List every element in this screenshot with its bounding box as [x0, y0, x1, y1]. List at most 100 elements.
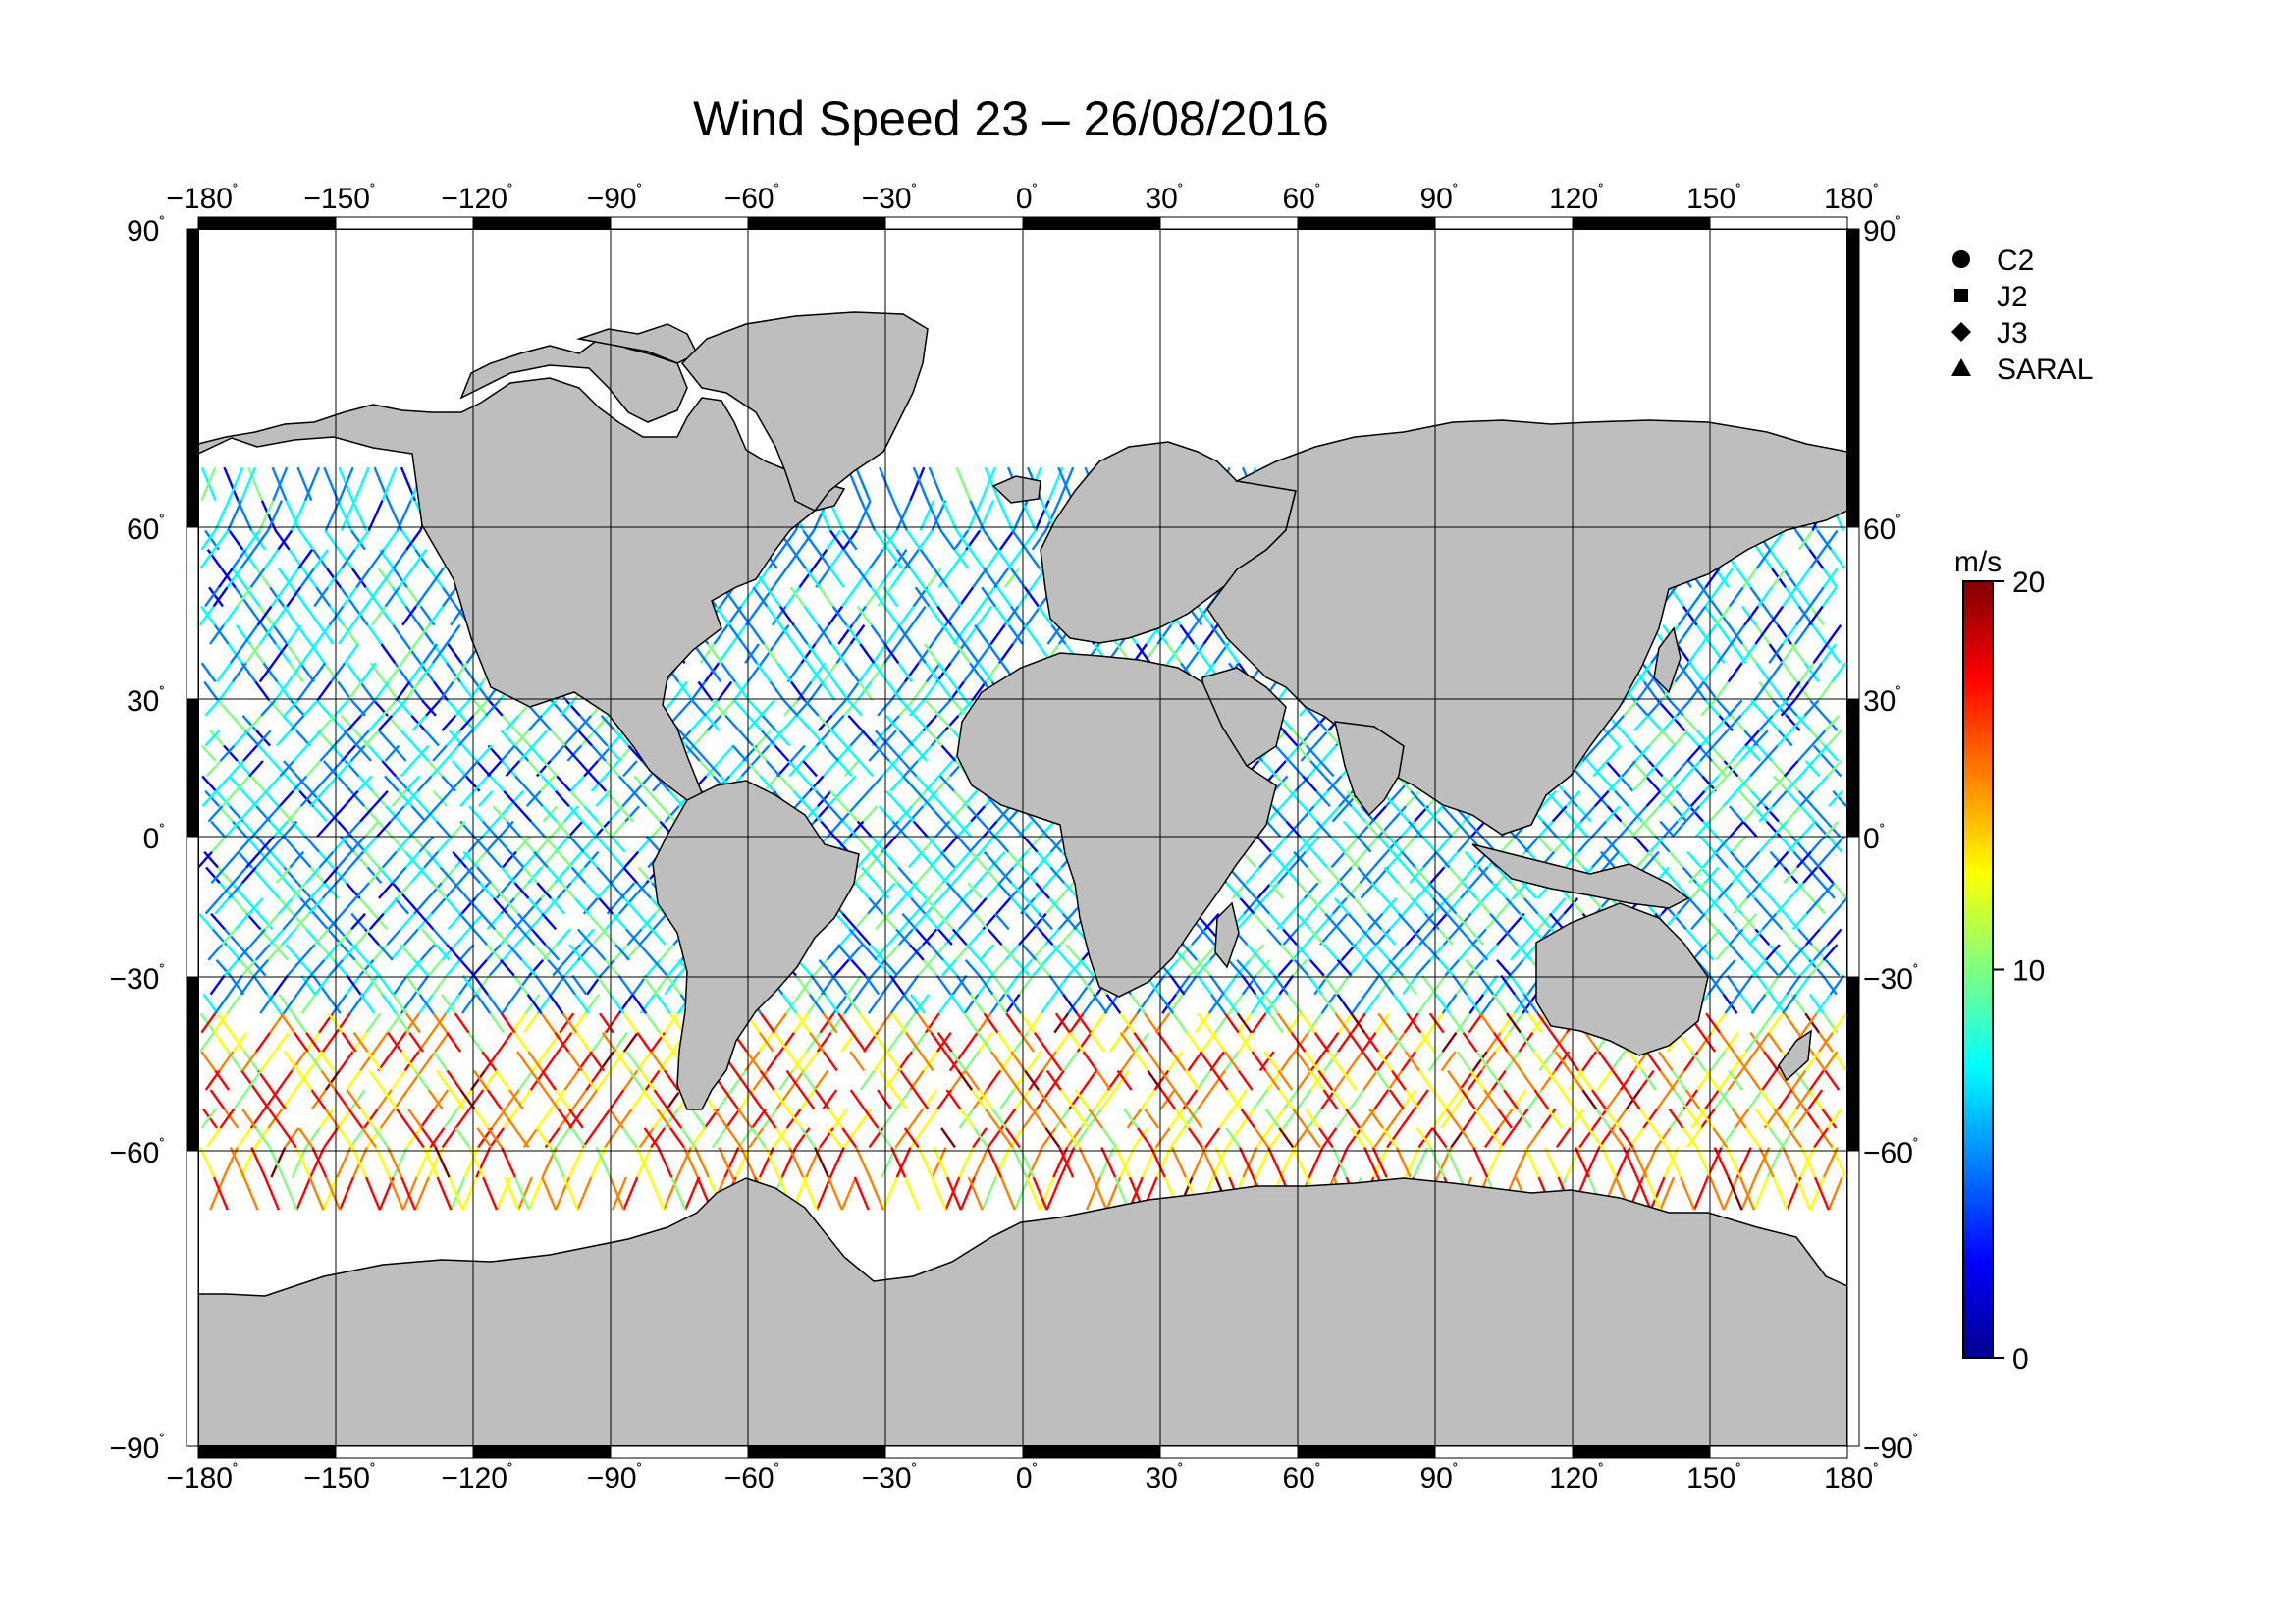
track-segment	[784, 586, 801, 608]
track-segment	[295, 850, 312, 869]
track-segment	[1503, 928, 1519, 946]
track-segment	[1297, 882, 1313, 899]
track-segment	[1024, 912, 1041, 931]
track-segment	[1798, 662, 1815, 683]
track-segment	[1276, 1012, 1293, 1034]
track-segment	[339, 586, 355, 608]
track-segment	[241, 714, 258, 732]
track-segment	[780, 529, 797, 551]
track-segment	[1012, 1031, 1029, 1053]
track-segment	[1598, 1127, 1615, 1149]
track-segment	[306, 1051, 323, 1072]
track-segment	[1480, 1051, 1497, 1072]
track-segment	[1371, 1146, 1388, 1178]
track-segment	[848, 928, 865, 946]
track-segment	[1250, 994, 1266, 1014]
track-segment	[828, 805, 844, 823]
track-segment	[1731, 866, 1747, 884]
track-segment	[1032, 959, 1048, 977]
track-segment	[974, 624, 989, 645]
track-segment	[347, 714, 362, 732]
track-segment	[1740, 605, 1757, 626]
track-segment	[214, 994, 231, 1014]
track-segment	[726, 1127, 743, 1149]
track-segment	[1642, 680, 1659, 702]
track-segment	[1485, 1031, 1502, 1053]
track-segment	[268, 1146, 285, 1178]
track-segment	[859, 643, 876, 664]
track-segment	[337, 500, 353, 531]
track-segment	[1377, 836, 1394, 853]
track-segment	[780, 1146, 797, 1178]
track-segment	[210, 912, 226, 931]
track-segment	[346, 974, 362, 996]
track-segment	[1351, 994, 1367, 1014]
track-segment	[228, 974, 243, 996]
track-segment	[1705, 928, 1722, 946]
track-segment	[1334, 1012, 1351, 1034]
track-segment	[758, 586, 774, 608]
track-segment	[1413, 1146, 1429, 1178]
track-segment	[655, 994, 671, 1014]
track-segment	[761, 1108, 777, 1129]
track-segment	[202, 994, 219, 1014]
track-segment	[1636, 662, 1653, 683]
track-segment	[1688, 662, 1705, 683]
track-segment	[1024, 1069, 1040, 1091]
track-segment	[215, 775, 232, 792]
track-segment	[1780, 699, 1796, 717]
track-segment	[1279, 1146, 1296, 1178]
track-segment	[752, 744, 768, 762]
track-segment	[244, 643, 261, 664]
track-segment	[476, 866, 493, 884]
track-segment	[1358, 820, 1373, 838]
track-segment	[289, 850, 305, 869]
track-segment	[472, 974, 489, 996]
track-segment	[1782, 1146, 1798, 1178]
track-segment	[1700, 866, 1716, 884]
track-segment	[387, 1031, 403, 1053]
track-segment	[395, 680, 411, 702]
track-segment	[1391, 1031, 1407, 1053]
track-segment	[614, 1051, 631, 1072]
track-segment	[1735, 775, 1752, 792]
track-segment	[341, 1031, 357, 1053]
track-segment	[360, 699, 376, 717]
track-segment	[324, 1069, 341, 1091]
track-segment	[1786, 714, 1801, 732]
track-segment	[387, 662, 403, 683]
track-segment	[1417, 1127, 1434, 1149]
track-segment	[904, 1031, 921, 1053]
track-segment	[1272, 836, 1288, 853]
track-segment	[1411, 928, 1427, 946]
track-segment	[733, 680, 750, 702]
track-segment	[728, 760, 745, 778]
track-segment	[363, 805, 380, 823]
track-segment	[1309, 1051, 1326, 1072]
track-segment	[638, 944, 655, 961]
track-segment	[198, 605, 215, 626]
track-segment	[815, 789, 830, 808]
track-segment	[1310, 897, 1327, 915]
track-segment	[419, 944, 436, 961]
track-segment	[1108, 1031, 1125, 1053]
track-segment	[980, 836, 995, 853]
track-segment	[445, 959, 461, 977]
track-segment	[500, 1108, 516, 1129]
track-segment	[1468, 1012, 1484, 1034]
track-segment	[1026, 836, 1041, 853]
track-segment	[522, 1012, 539, 1034]
track-segment	[1811, 944, 1827, 961]
track-segment	[441, 1127, 457, 1149]
track-segment	[1278, 1127, 1295, 1149]
track-segment	[882, 866, 899, 884]
track-segment	[1504, 1051, 1521, 1072]
track-segment	[1324, 805, 1341, 823]
track-segment	[1763, 959, 1780, 977]
track-segment	[1045, 944, 1061, 961]
track-segment	[350, 568, 367, 588]
track-segment	[1519, 1031, 1535, 1053]
track-segment	[1302, 805, 1318, 823]
track-segment	[969, 836, 985, 853]
track-segment	[281, 1127, 297, 1149]
